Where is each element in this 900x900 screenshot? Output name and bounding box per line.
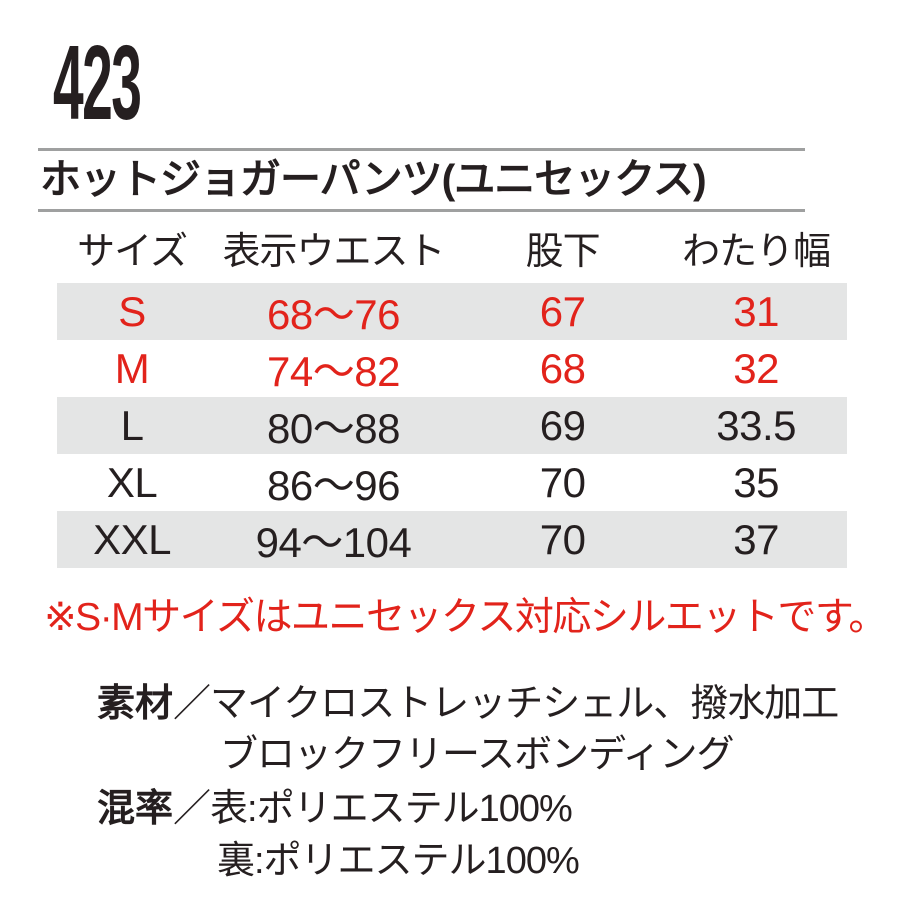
cell-inseam: 69 [539,401,586,449]
material-text-line2: ブロックフリースボンディング [220,734,734,776]
column-header-inseam: 股下 [525,231,601,273]
blend-separator: ／ [173,788,211,830]
size-table-body: S 68〜76 67 31 M 74〜82 68 32 L 80〜88 69 3… [57,283,847,568]
cell-thigh-width: 31 [733,287,779,335]
table-row: XL 86〜96 70 35 [57,454,847,511]
cell-waist: 94〜104 [255,519,412,566]
product-code: 423 [53,24,142,142]
blend-line: 混率／表:ポリエステル100% [97,787,573,831]
cell-size: XL [106,458,158,506]
table-row: L 80〜88 69 33.5 [57,397,847,454]
cell-size: M [114,344,150,392]
material-separator: ／ [173,683,211,725]
column-header-size: サイズ [77,231,188,273]
cell-waist: 86〜96 [267,462,400,509]
unisex-silhouette-note: ※S·Mサイズはユニセックス対応シルエットです。 [44,596,887,639]
cell-thigh-width: 33.5 [716,401,796,449]
divider-bottom [38,209,805,212]
cell-size: S [118,287,146,335]
cell-size: L [120,401,144,449]
column-header-thigh-width: わたり幅 [682,231,831,273]
cell-inseam: 67 [539,287,586,335]
cell-inseam: 68 [539,344,586,392]
cell-thigh-width: 32 [733,344,779,392]
table-row: M 74〜82 68 32 [57,340,847,397]
cell-thigh-width: 35 [733,458,779,506]
material-line: 素材／マイクロストレッチシェル、撥水加工 [97,682,839,726]
size-table-header-row: サイズ 表示ウエスト 股下 わたり幅 [57,212,847,283]
column-header-waist: 表示ウエスト [222,231,445,273]
product-name: ホットジョガーパンツ(ユニセックス) [40,156,707,202]
divider-top [38,148,805,151]
blend-front-text: 表:ポリエステル100% [210,788,573,830]
cell-waist: 80〜88 [267,405,400,452]
cell-inseam: 70 [539,515,586,563]
blend-back-text: 裏:ポリエステル100% [217,840,580,882]
cell-inseam: 70 [539,458,586,506]
blend-label: 混率 [97,788,174,830]
cell-waist: 68〜76 [267,291,400,338]
cell-thigh-width: 37 [733,515,779,563]
size-table: サイズ 表示ウエスト 股下 わたり幅 S 68〜76 67 31 M 74〜82… [57,212,847,568]
cell-size: XXL [93,515,171,563]
material-label: 素材 [97,683,174,725]
table-row: S 68〜76 67 31 [57,283,847,340]
table-row: XXL 94〜104 70 37 [57,511,847,568]
material-text-line1: マイクロストレッチシェル、撥水加工 [210,683,839,725]
cell-waist: 74〜82 [267,348,400,395]
